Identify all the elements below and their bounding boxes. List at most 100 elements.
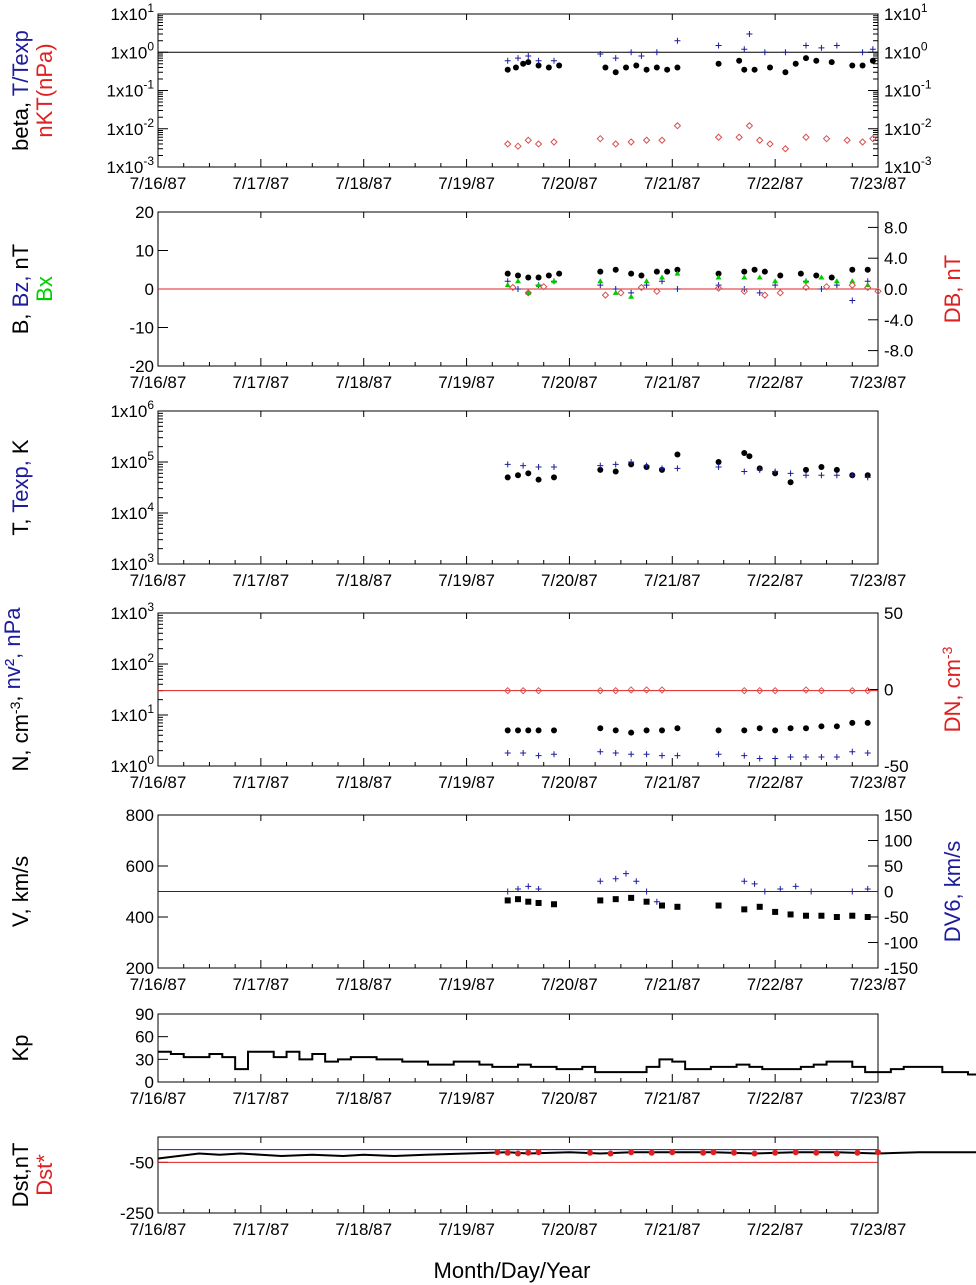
data-point — [756, 725, 763, 732]
plot-frame-T — [157, 410, 879, 565]
data-point — [756, 755, 763, 762]
data-point — [556, 62, 563, 69]
y2-tick-label: -4.0 — [884, 311, 913, 330]
data-point — [746, 453, 753, 460]
data-point — [818, 912, 825, 919]
data-point — [653, 287, 661, 296]
y-tick-label: 1x101 — [110, 702, 154, 725]
y-tick-label: -10 — [129, 319, 154, 338]
x-tick-label: 7/17/87 — [232, 571, 289, 590]
data-point — [849, 888, 856, 895]
data-point — [627, 686, 635, 694]
data-point — [777, 272, 784, 279]
data-point — [525, 883, 532, 890]
y-axis-label-V: V, km/s — [8, 856, 33, 927]
data-point — [674, 465, 681, 472]
data-point — [664, 66, 671, 73]
data-point — [833, 723, 840, 730]
y-tick-label: 1x106 — [110, 398, 154, 421]
data-point — [803, 754, 809, 761]
data-point — [628, 894, 635, 901]
data-point — [664, 268, 671, 275]
data-point — [658, 136, 666, 144]
y-tick-label: 90 — [135, 1005, 154, 1024]
data-point — [756, 136, 764, 144]
data-point — [642, 686, 651, 694]
y-tick-label: 0 — [145, 280, 154, 299]
data-point — [818, 44, 825, 51]
data-point — [715, 727, 722, 734]
x-tick-label: 7/17/87 — [232, 1220, 289, 1239]
data-point — [771, 686, 779, 695]
series-DV6 — [504, 870, 871, 905]
y2-tick-label: 0 — [884, 681, 893, 700]
plot-frame-Dst — [157, 1136, 879, 1214]
data-point — [751, 1150, 758, 1157]
data-point — [761, 888, 768, 895]
x-tick-label: 7/21/87 — [644, 773, 701, 792]
data-point — [776, 289, 784, 297]
data-point — [674, 37, 681, 44]
data-point — [525, 274, 532, 281]
data-point — [849, 266, 856, 273]
y2-tick-label: 50 — [884, 857, 903, 876]
data-point — [504, 749, 511, 756]
data-point — [612, 266, 619, 273]
data-point — [761, 49, 768, 56]
data-point — [715, 270, 722, 277]
x-tick-label: 7/18/87 — [335, 571, 392, 590]
data-point — [859, 62, 866, 69]
data-point — [515, 896, 521, 903]
y2-tick-label: -50 — [884, 908, 909, 927]
x-tick-label: 7/16/87 — [130, 373, 187, 392]
data-point — [715, 459, 722, 465]
data-point — [519, 686, 527, 695]
data-point — [864, 686, 872, 695]
data-point — [802, 283, 810, 292]
y2-tick-label: 1x100 — [884, 39, 928, 62]
data-point — [628, 270, 635, 277]
data-point — [520, 60, 527, 67]
x-tick-label: 7/23/87 — [850, 1089, 907, 1108]
data-point — [864, 266, 871, 273]
data-point — [858, 138, 867, 146]
y2-tick-label: 1x10-2 — [884, 116, 932, 139]
data-point — [849, 719, 856, 726]
data-point — [864, 885, 871, 892]
data-point — [628, 729, 635, 736]
data-point — [818, 754, 825, 761]
data-point — [715, 60, 722, 67]
data-point — [741, 274, 748, 280]
y2-tick-label: -100 — [884, 934, 918, 953]
data-point — [673, 122, 682, 130]
y-tick-label: 1x102 — [110, 651, 154, 674]
data-point — [854, 1149, 861, 1156]
data-point — [525, 470, 532, 477]
data-point — [715, 902, 722, 909]
series-Bz — [504, 278, 871, 304]
data-point — [643, 66, 650, 73]
data-point — [612, 749, 619, 756]
data-point — [643, 727, 650, 734]
data-point — [813, 57, 820, 64]
data-point — [504, 270, 511, 277]
data-point — [803, 55, 809, 62]
series-T/Texp — [504, 31, 876, 64]
x-tick-label: 7/16/87 — [130, 174, 187, 193]
data-point — [535, 727, 542, 734]
data-point — [741, 450, 748, 457]
data-point — [520, 462, 527, 469]
y2-tick-label: 0.0 — [884, 280, 908, 299]
data-point — [797, 270, 804, 277]
data-point — [602, 64, 609, 71]
y-tick-label: 20 — [135, 203, 154, 222]
data-point — [612, 727, 619, 734]
data-point — [653, 268, 660, 275]
data-point — [782, 49, 789, 56]
data-point — [710, 1149, 717, 1156]
data-point — [556, 270, 563, 277]
data-point — [551, 474, 557, 481]
data-point — [818, 286, 825, 292]
data-point — [534, 140, 543, 148]
